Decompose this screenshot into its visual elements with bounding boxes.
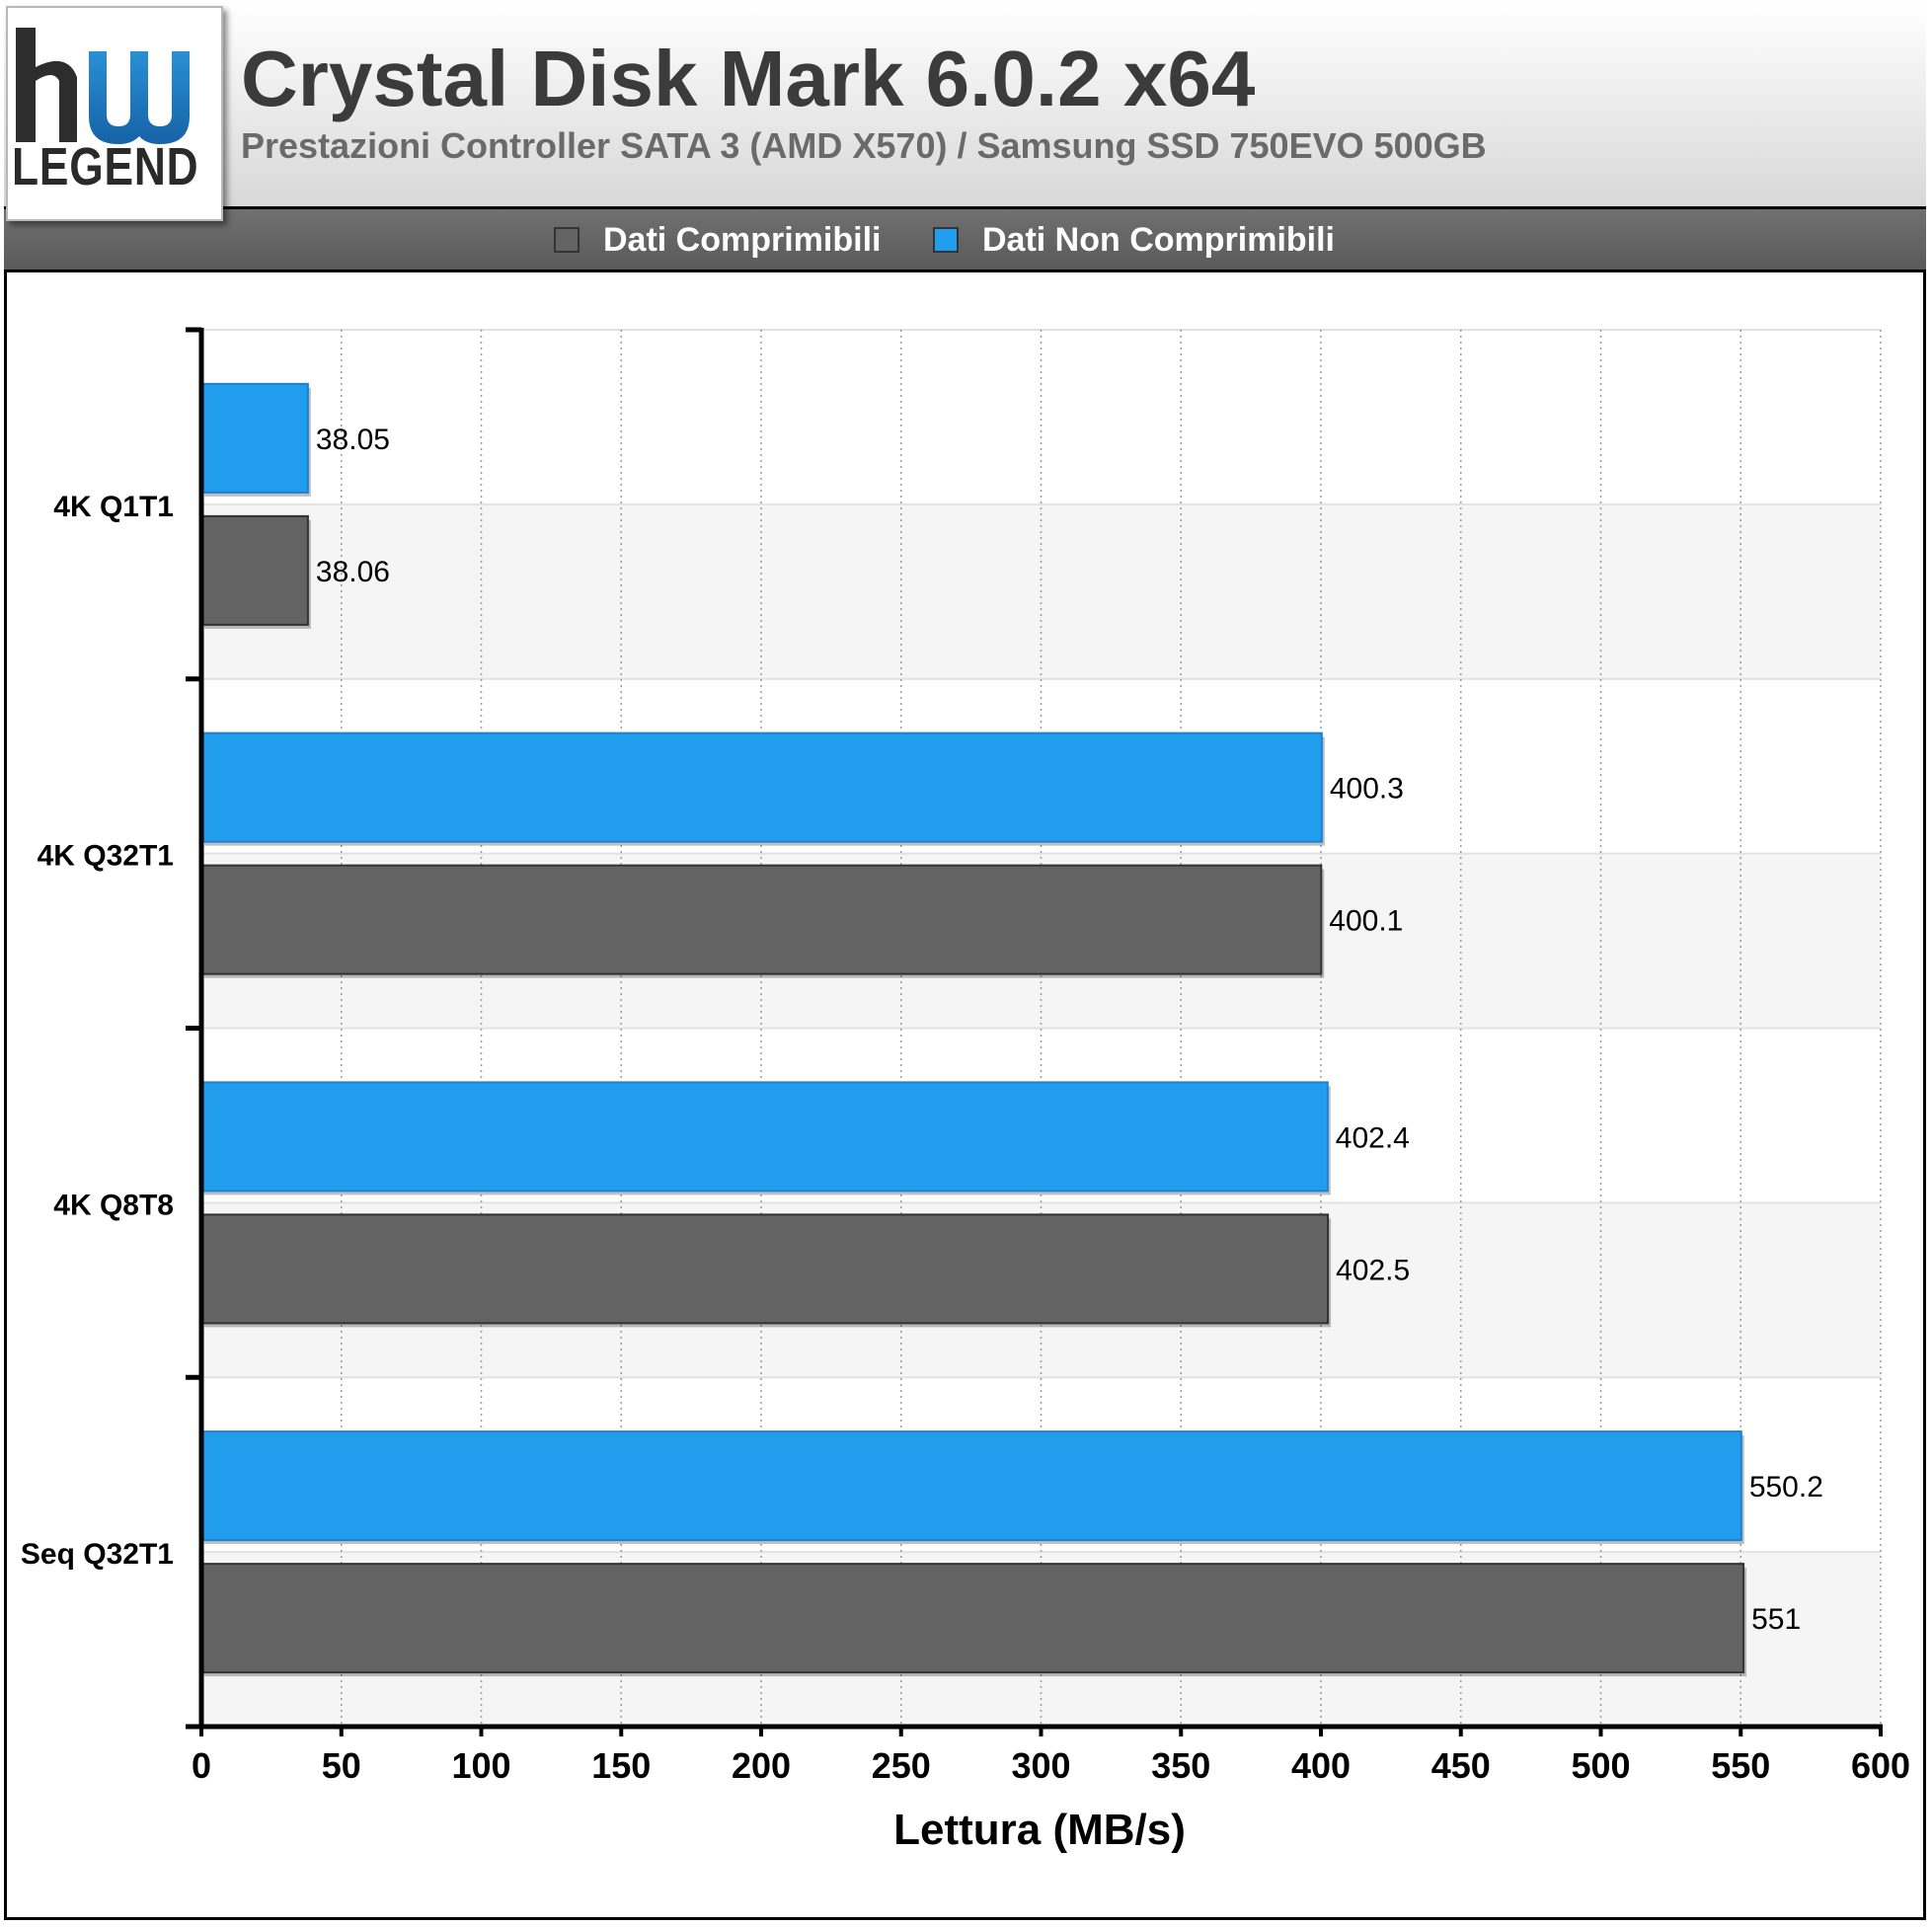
data-label: 551 (1751, 1603, 1801, 1636)
plot-band (201, 330, 1881, 504)
axes: 0 50 100 150 200 250 300 350 400 450 500 550 600 (186, 327, 1910, 1786)
labels: 4K Q1T1 38.05 38.06 4K Q32T1 400.3 400.1 4K Q8… (21, 424, 1823, 1636)
bar (200, 1430, 1742, 1542)
logo-text: LEGEND (12, 137, 199, 196)
data-label: 402.5 (1336, 1254, 1410, 1286)
x-tick-label: 200 (732, 1745, 791, 1786)
chart-header: Crystal Disk Mark 6.0.2 x64 Prestazioni … (4, 4, 1926, 209)
bar (200, 1081, 1329, 1193)
data-label: 38.05 (316, 424, 390, 456)
bars (200, 382, 1747, 1677)
legend-label-compressible: Dati Comprimibili (603, 220, 882, 259)
legend: Dati Comprimibili Dati Non Comprimibili (4, 209, 1926, 272)
chart-subtitle: Prestazioni Controller SATA 3 (AMD X570)… (241, 125, 1487, 166)
legend-item-non-compressible: Dati Non Comprimibili (933, 221, 1335, 259)
x-tick-label: 0 (192, 1745, 211, 1786)
x-axis-title: Lettura (MB/s) (893, 1806, 1186, 1854)
x-tick-label: 300 (1011, 1745, 1070, 1786)
x-tick-label: 50 (322, 1745, 361, 1786)
bar (200, 1213, 1330, 1325)
x-tick-label: 250 (872, 1745, 931, 1786)
bar (200, 864, 1323, 975)
x-tick-label: 600 (1851, 1745, 1910, 1786)
x-tick-label: 350 (1151, 1745, 1210, 1786)
bar (200, 382, 309, 494)
legend-label-non-compressible: Dati Non Comprimibili (982, 220, 1335, 259)
category-label: Seq Q32T1 (21, 1538, 174, 1571)
grid-lines (341, 330, 1882, 1727)
x-tick-label: 450 (1431, 1745, 1491, 1786)
category-label: 4K Q1T1 (53, 491, 174, 523)
bar (200, 732, 1323, 843)
hw-logo-mark-icon (16, 28, 190, 144)
chart-title: Crystal Disk Mark 6.0.2 x64 (241, 35, 1256, 122)
bar (200, 514, 309, 626)
data-label: 550.2 (1749, 1471, 1823, 1503)
x-tick-label: 150 (591, 1745, 651, 1786)
category-label: 4K Q8T8 (53, 1189, 174, 1221)
hwlegend-logo: LEGEND (6, 6, 223, 221)
x-tick-label: 400 (1291, 1745, 1351, 1786)
x-tick-label: 500 (1571, 1745, 1630, 1786)
data-label: 402.4 (1336, 1121, 1410, 1154)
legend-item-compressible: Dati Comprimibili (554, 221, 881, 259)
x-tick-label: 100 (451, 1745, 510, 1786)
bar (200, 1563, 1745, 1674)
data-label: 400.3 (1330, 773, 1404, 806)
legend-swatch-compressible (554, 227, 580, 253)
legend-swatch-non-compressible (933, 227, 959, 253)
data-label: 400.1 (1329, 905, 1403, 938)
data-label: 38.06 (316, 556, 390, 588)
category-label: 4K Q32T1 (38, 840, 174, 873)
x-tick-label: 550 (1711, 1745, 1770, 1786)
